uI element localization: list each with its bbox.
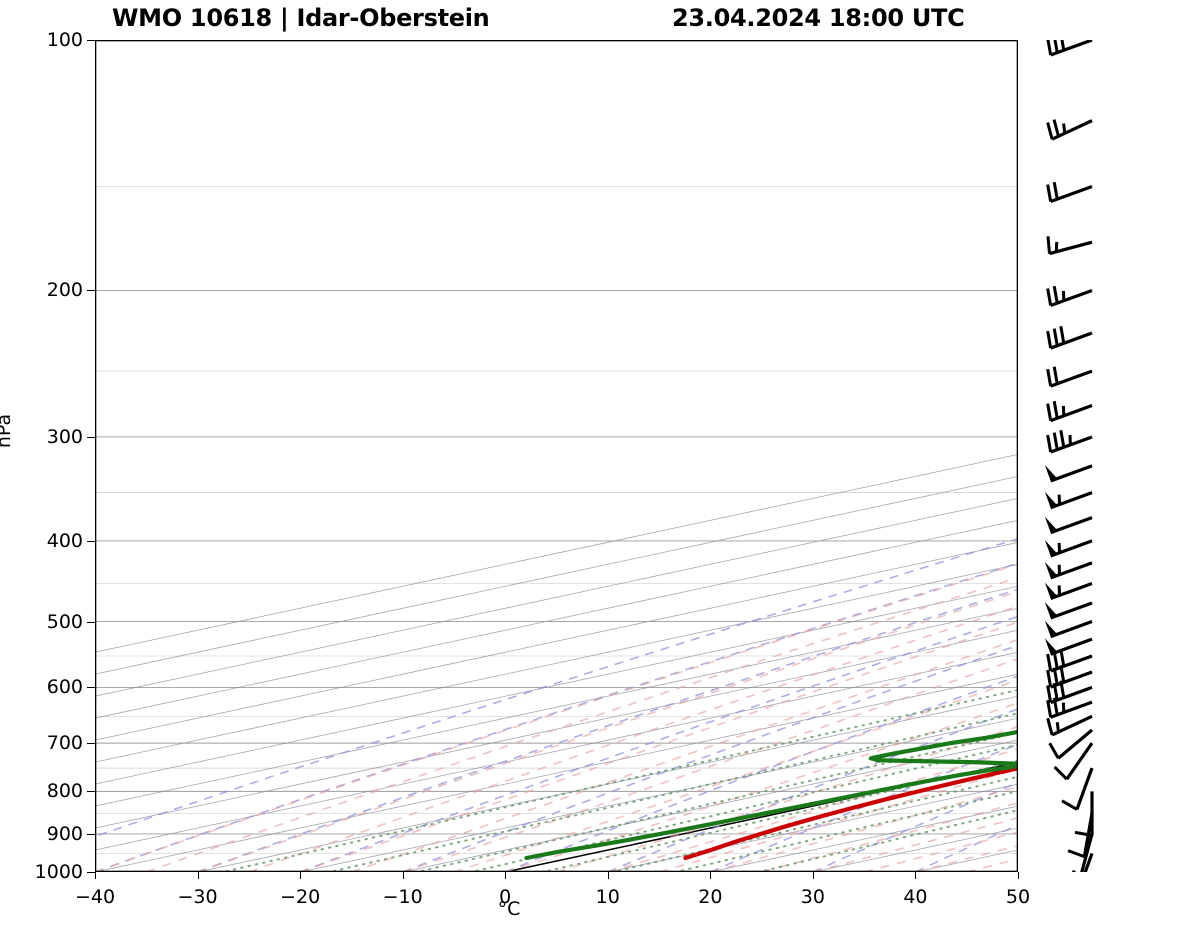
skewt-canvas	[95, 40, 1018, 872]
y-tick-mark	[87, 833, 95, 835]
y-tick-mark	[87, 540, 95, 542]
x-tick-label: −30	[177, 886, 218, 908]
x-tick-mark	[915, 872, 917, 879]
y-tick-mark	[87, 436, 95, 438]
y-tick-mark	[87, 621, 95, 623]
y-tick-mark	[87, 290, 95, 292]
x-tick-label: 50	[1005, 886, 1031, 908]
x-tick-label: −20	[280, 886, 321, 908]
y-tick-label: 800	[46, 780, 83, 803]
x-axis-label: °C	[497, 898, 521, 920]
x-tick-mark	[300, 872, 302, 879]
sounding-datetime: 23.04.2024 18:00 UTC	[672, 4, 965, 32]
x-tick-label: 20	[698, 886, 723, 908]
y-tick-label: 200	[46, 279, 83, 302]
y-tick-label: 600	[46, 676, 83, 699]
figure-title-bar: WMO 10618 | Idar-Oberstein 23.04.2024 18…	[0, 0, 1181, 40]
x-tick-label: 30	[800, 886, 825, 908]
x-tick-label: 40	[903, 886, 928, 908]
x-tick-mark	[505, 872, 507, 879]
x-tick-mark	[197, 872, 199, 879]
y-tick-label: 500	[46, 610, 83, 633]
x-tick-label: 0	[499, 886, 512, 908]
y-tick-label: 1000	[34, 861, 83, 883]
x-tick-label: −10	[382, 886, 423, 908]
x-tick-mark	[607, 872, 609, 879]
y-tick-mark	[87, 791, 95, 793]
y-tick-label: 100	[46, 29, 83, 51]
plot-area	[95, 40, 1018, 872]
x-tick-mark	[710, 872, 712, 879]
x-axis: −40 −30 −20 −10 0 10 20 30 40 50	[75, 872, 1030, 912]
y-tick-mark	[87, 40, 95, 41]
y-tick-mark	[87, 687, 95, 689]
x-tick-mark	[95, 872, 96, 879]
x-tick-label: −40	[74, 886, 116, 908]
y-tick-mark	[87, 872, 95, 873]
x-tick-mark	[402, 872, 404, 879]
x-tick-mark	[1018, 872, 1019, 879]
y-tick-mark	[87, 743, 95, 745]
wind-barb-panel	[1020, 32, 1181, 896]
y-tick-label: 400	[46, 529, 83, 552]
y-axis: 100 200 300 400 500 600 700 800 900 1000	[0, 29, 95, 883]
station-title: WMO 10618 | Idar-Oberstein	[112, 4, 490, 32]
x-tick-label: 10	[595, 886, 620, 908]
y-tick-label: 300	[46, 425, 83, 448]
wind-barb-canvas	[1044, 32, 1094, 896]
y-tick-label: 900	[46, 822, 83, 845]
y-tick-label: 700	[46, 732, 83, 755]
x-tick-mark	[812, 872, 814, 879]
